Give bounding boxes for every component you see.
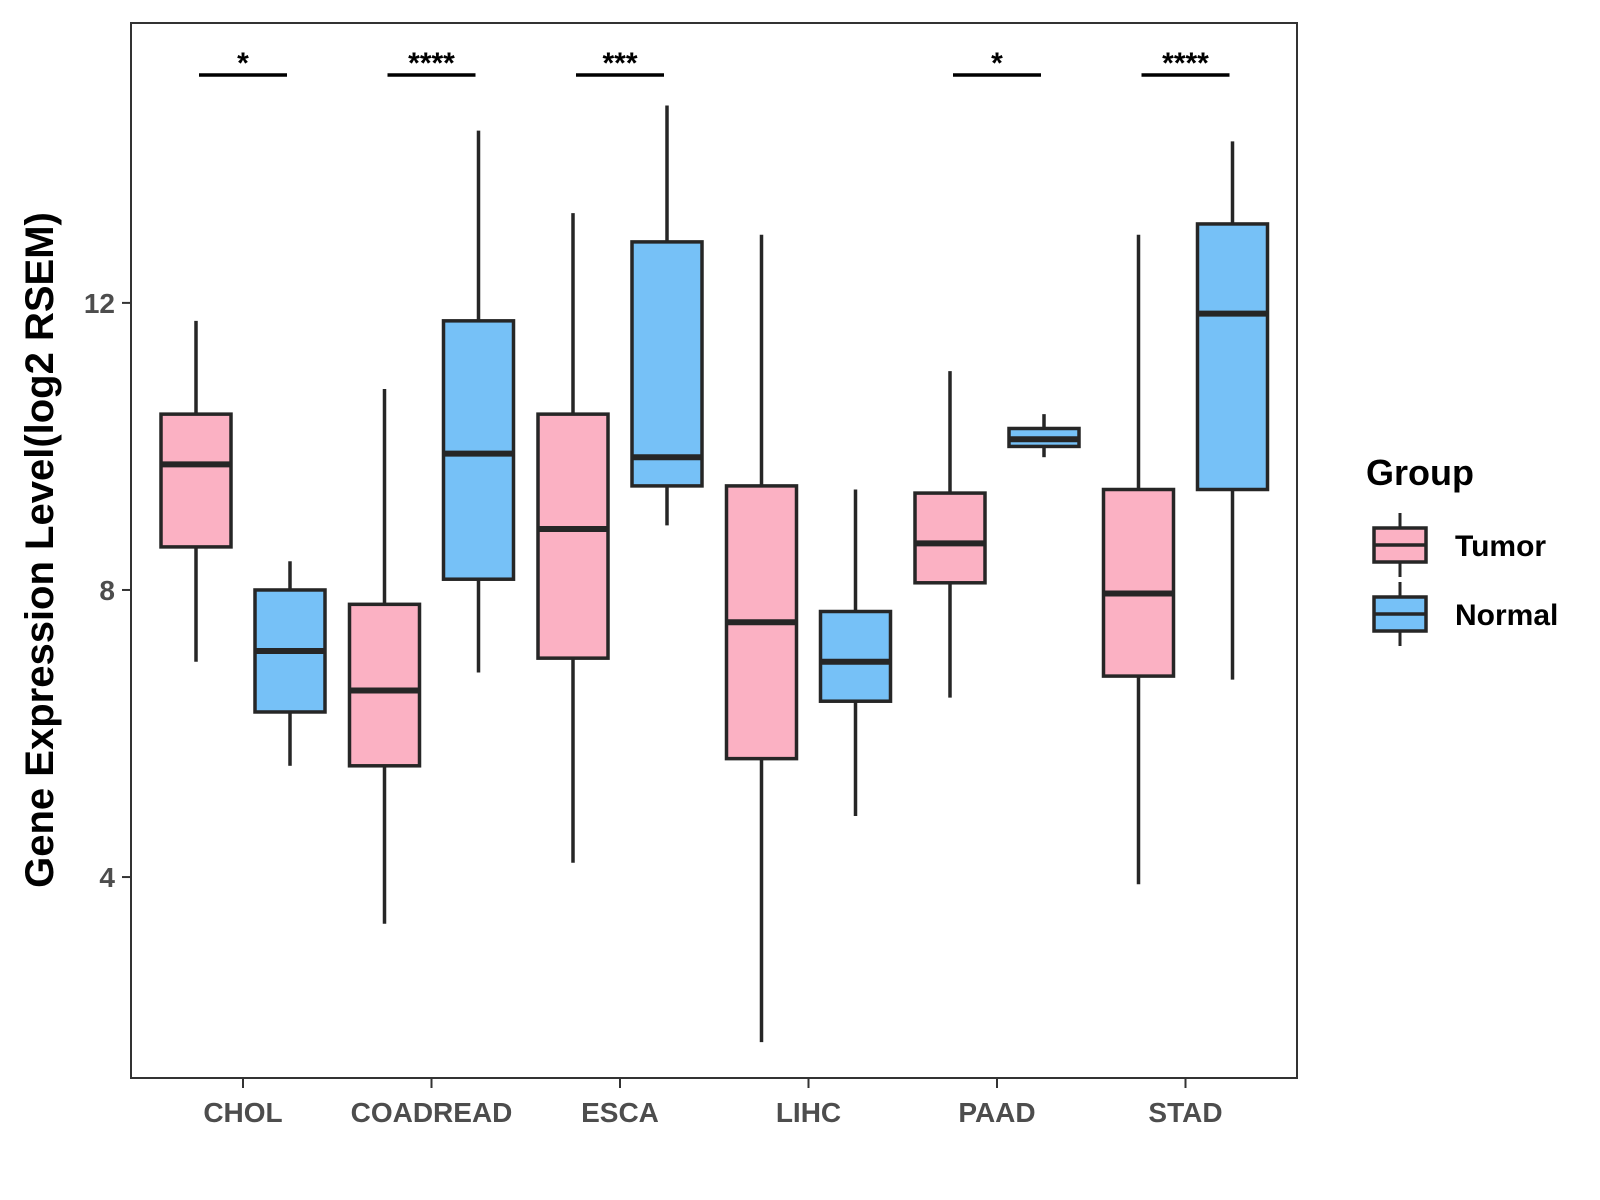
legend-key-tumor: [1372, 513, 1428, 577]
box-normal-lihc: [818, 489, 893, 817]
significance-label-esca: ***: [602, 47, 637, 80]
x-tick-label-paad: PAAD: [958, 1097, 1035, 1128]
box-rect-tumor-chol: [159, 412, 233, 549]
box-rect-tumor-stad: [1101, 487, 1176, 678]
box-rect-normal-esca: [630, 240, 704, 488]
legend-label-tumor: Tumor: [1455, 530, 1546, 563]
box-layer: [159, 105, 1270, 1043]
x-tick-label-esca: ESCA: [581, 1097, 659, 1128]
x-axis: CHOL COADREAD ESCA LIHC PAAD STAD: [203, 1078, 1223, 1128]
y-tick-label-12: 12: [84, 288, 115, 319]
box-tumor-esca: [536, 213, 610, 863]
legend-label-normal: Normal: [1455, 599, 1558, 632]
box-tumor-lihc: [724, 234, 799, 1043]
box-rect-normal-lihc: [818, 609, 893, 703]
box-tumor-coadread: [347, 389, 422, 924]
box-normal-stad: [1195, 141, 1270, 680]
significance-label-coadread: ****: [408, 47, 455, 80]
y-axis: 4 8 12: [84, 288, 131, 893]
y-axis-title: Gene Expression Level(log2 RSEM): [18, 212, 62, 888]
box-normal-esca: [630, 105, 704, 526]
significance-label-chol: *: [237, 47, 249, 80]
box-tumor-paad: [913, 371, 987, 698]
box-normal-coadread: [441, 130, 516, 673]
box-tumor-chol: [159, 320, 233, 662]
box-rect-tumor-esca: [536, 412, 610, 660]
legend-title: Group: [1366, 452, 1474, 493]
significance-layer: * **** *** * ****: [199, 47, 1230, 80]
box-rect-tumor-paad: [913, 491, 987, 585]
x-tick-label-chol: CHOL: [203, 1097, 282, 1128]
plot-panel-border: [130, 22, 1298, 1079]
significance-label-paad: *: [991, 47, 1003, 80]
box-normal-paad: [1007, 414, 1081, 458]
x-tick-label-stad: STAD: [1148, 1097, 1222, 1128]
legend: Group Tumor Normal: [1366, 452, 1558, 646]
legend-key-normal: [1372, 582, 1428, 646]
box-tumor-stad: [1101, 234, 1176, 885]
y-tick-label-8: 8: [99, 575, 115, 606]
box-rect-normal-stad: [1195, 222, 1270, 492]
box-rect-normal-coadread: [441, 319, 516, 581]
box-rect-tumor-coadread: [347, 602, 422, 768]
significance-label-stad: ****: [1162, 47, 1209, 80]
y-tick-label-4: 4: [99, 862, 115, 893]
x-tick-label-coadread: COADREAD: [351, 1097, 513, 1128]
x-tick-label-lihc: LIHC: [776, 1097, 841, 1128]
box-normal-chol: [253, 561, 327, 766]
